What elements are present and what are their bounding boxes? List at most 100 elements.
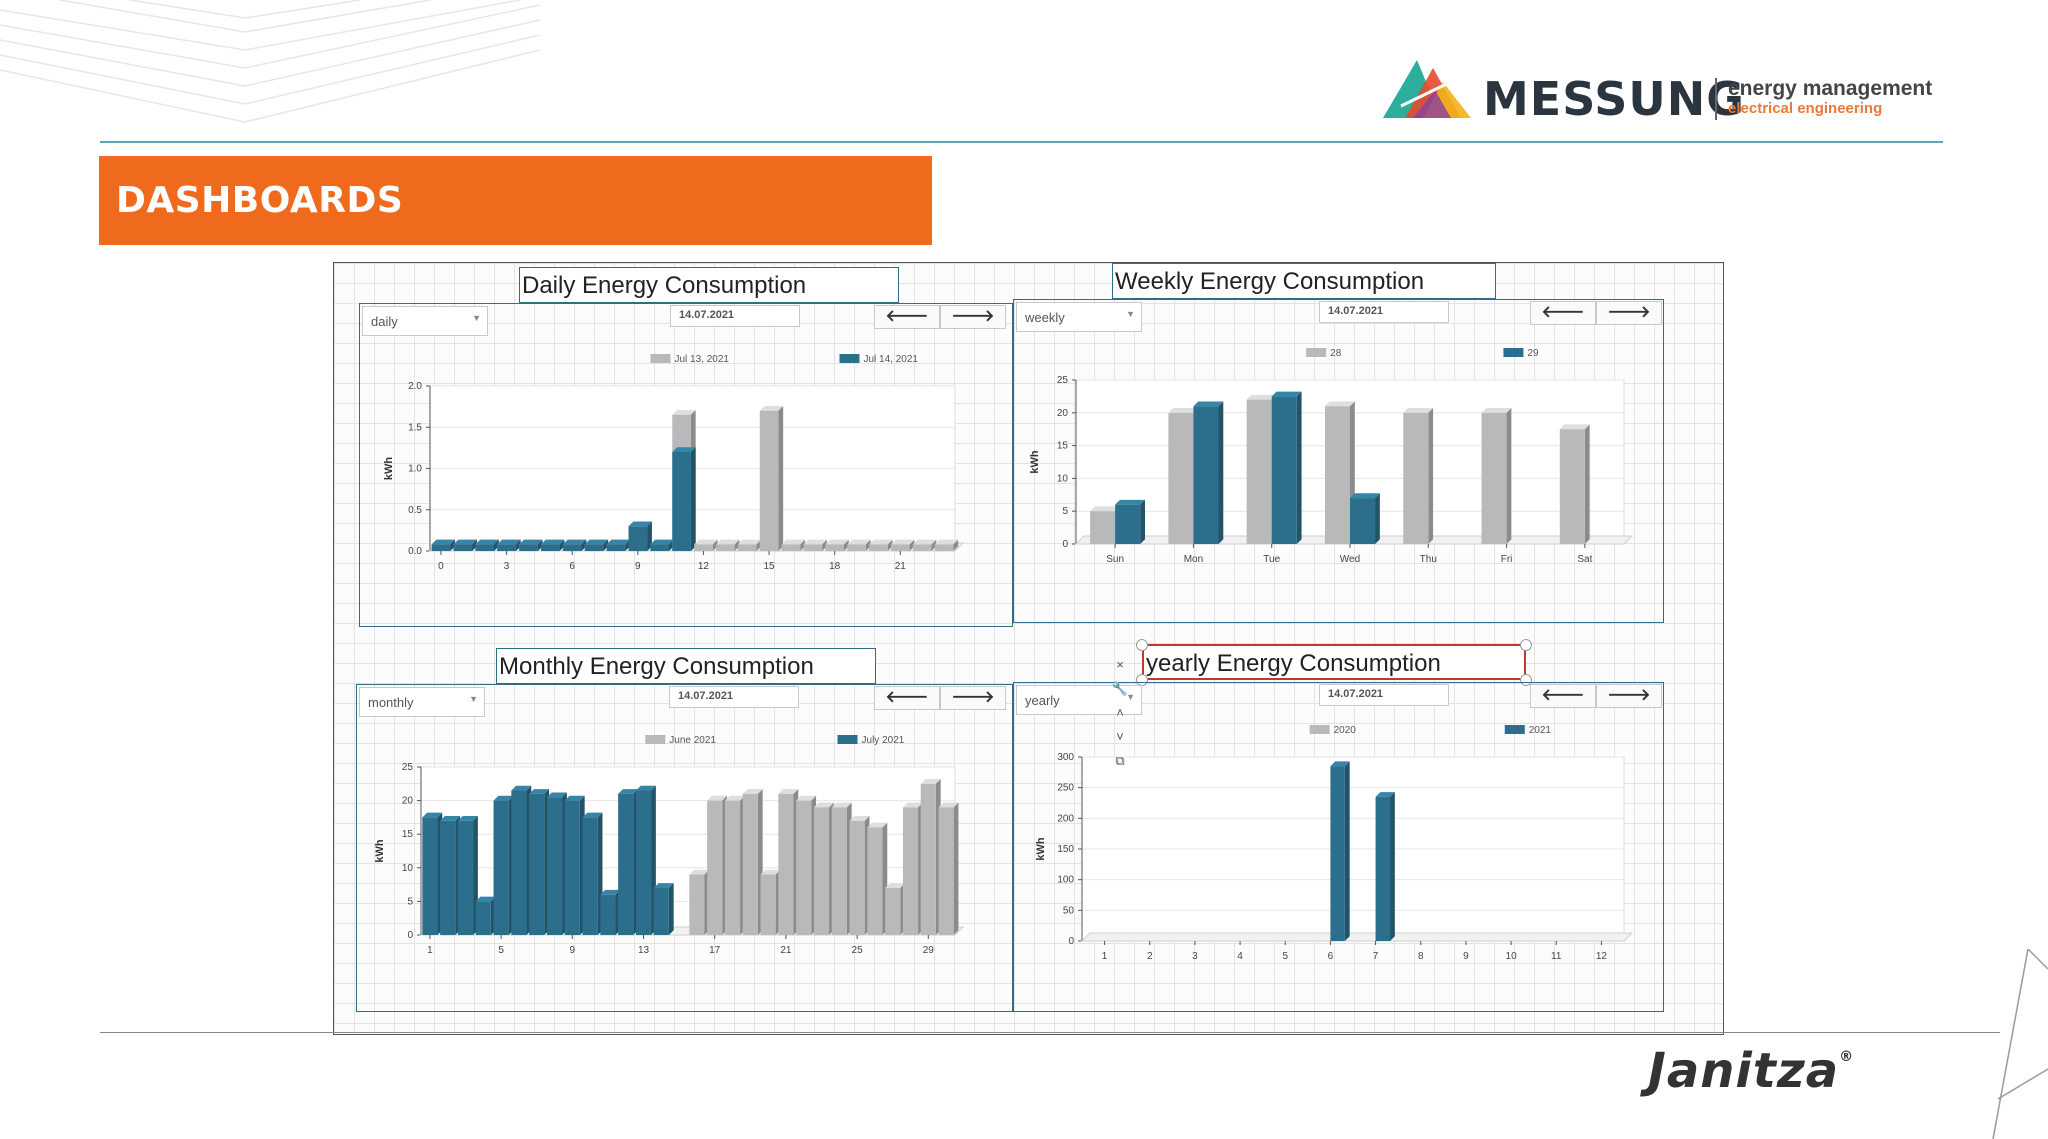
legend-label: 2021 — [1529, 725, 1552, 736]
monthly-period-select[interactable]: monthly ▼ — [359, 687, 485, 717]
bar-top — [803, 539, 827, 545]
y-axis-label: kWh — [383, 457, 395, 481]
weekly-date-value: 14.07.2021 — [1328, 305, 1384, 317]
bar-top — [891, 539, 915, 545]
daily-next-button[interactable]: 🡒 — [940, 305, 1006, 329]
bar — [849, 815, 870, 935]
yearly-prev-button[interactable]: 🡐 — [1530, 684, 1596, 708]
bar-front — [1403, 412, 1429, 544]
bar-front — [519, 544, 538, 551]
resize-handle[interactable] — [1520, 639, 1532, 651]
bar-front — [541, 544, 560, 551]
bar-front — [457, 820, 474, 935]
resize-handle[interactable] — [1136, 674, 1148, 686]
bar-top — [1350, 493, 1380, 499]
bar-front — [694, 544, 713, 551]
bar-top — [760, 869, 781, 875]
x-tick-label: 3 — [1192, 951, 1198, 962]
chevron-down-icon: ▼ — [472, 313, 481, 323]
weekly-next-button[interactable]: 🡒 — [1596, 301, 1662, 325]
weekly-chart: 0 5 10 15 20 25 kWh 28 29 Sun Mon Tue Wed Thu Fri Sat — [1029, 348, 1634, 565]
daily-prev-button[interactable]: 🡐 — [874, 305, 940, 329]
yearly-panel: yearly ▼ 14.07.2021 🡐 🡒 0 50 100 150 200 250 30… — [1013, 682, 1664, 1012]
bar-front — [511, 790, 527, 935]
bar — [562, 539, 587, 551]
yearly-title[interactable]: yearly Energy Consumption — [1142, 644, 1526, 680]
close-icon[interactable]: × — [1116, 657, 1124, 672]
bar-front — [1375, 796, 1391, 941]
monthly-date-field[interactable]: 14.07.2021 — [669, 686, 799, 708]
bar-front — [529, 793, 545, 935]
bar — [825, 539, 849, 551]
daily-title: Daily Energy Consumption — [519, 267, 899, 303]
chevron-up-icon[interactable]: ˄ — [1116, 705, 1124, 720]
messung-logo-mark — [1383, 60, 1471, 118]
bar-front — [635, 790, 652, 935]
resize-handle[interactable] — [1136, 639, 1148, 651]
x-tick-label: 1 — [427, 945, 433, 956]
monthly-prev-button[interactable]: 🡐 — [874, 686, 940, 710]
bar-front — [1246, 399, 1272, 544]
wrench-icon[interactable]: 🔧 — [1111, 681, 1129, 696]
bar-top — [606, 539, 631, 545]
yearly-date-field[interactable]: 14.07.2021 — [1319, 684, 1449, 706]
bar-front — [716, 544, 735, 551]
y-tick-label: 1.5 — [408, 422, 422, 433]
legend-swatch — [837, 735, 858, 744]
yearly-period-select[interactable]: yearly ▼ — [1016, 685, 1142, 715]
bar-front — [1090, 511, 1116, 544]
weekly-prev-button[interactable]: 🡐 — [1530, 301, 1596, 325]
bar-front — [891, 544, 910, 551]
bar-top — [912, 539, 937, 545]
y-tick-label: 25 — [402, 762, 414, 773]
bar-side — [931, 539, 937, 551]
y-tick-label: 0 — [407, 930, 413, 941]
bar — [618, 789, 639, 935]
daily-period-select[interactable]: daily ▼ — [362, 306, 488, 336]
bar-front — [497, 544, 516, 551]
y-tick-label: 0 — [1068, 936, 1074, 947]
resize-handle[interactable] — [1520, 674, 1532, 686]
bar-front — [912, 544, 932, 551]
arrow-left-icon: 🡐 — [885, 689, 929, 706]
bar — [885, 883, 906, 935]
bar-top — [431, 539, 456, 545]
bar — [582, 812, 603, 935]
bar-top — [1375, 792, 1395, 797]
yearly-next-button[interactable]: 🡒 — [1596, 684, 1662, 708]
copy-icon[interactable]: ⧉ — [1115, 753, 1125, 768]
monthly-next-button[interactable]: 🡒 — [940, 686, 1006, 710]
bar — [796, 795, 817, 935]
weekly-date-field[interactable]: 14.07.2021 — [1319, 301, 1449, 323]
chevron-down-icon[interactable]: ˅ — [1116, 729, 1124, 744]
bar-side — [581, 539, 587, 551]
bar-front — [440, 820, 456, 935]
bar-top — [475, 539, 499, 545]
bar-front — [653, 887, 669, 935]
weekly-period-value: weekly — [1025, 310, 1065, 325]
daily-date-field[interactable]: 14.07.2021 — [670, 305, 800, 327]
bar-top — [618, 789, 639, 794]
bar-top — [1168, 408, 1199, 413]
bar-top — [650, 539, 674, 545]
bar-top — [1481, 408, 1512, 413]
bar-side — [603, 539, 609, 551]
x-tick-label: 9 — [1463, 951, 1469, 962]
bar-side — [1140, 499, 1145, 544]
legend-label: Jul 14, 2021 — [864, 354, 919, 365]
chevron-down-icon: ▼ — [469, 694, 478, 704]
bar-top — [562, 539, 587, 545]
bar-side — [493, 539, 499, 551]
arrow-right-icon: 🡒 — [1607, 304, 1651, 321]
bar — [737, 539, 762, 551]
bar — [511, 785, 532, 935]
bar-side — [953, 539, 959, 551]
y-tick-label: 5 — [407, 896, 413, 907]
registered-mark: ® — [1839, 1049, 1855, 1065]
bar-top — [742, 789, 763, 794]
bar-front — [1350, 498, 1376, 544]
weekly-period-select[interactable]: weekly ▼ — [1016, 302, 1142, 332]
bar — [1193, 401, 1224, 544]
bar-side — [450, 539, 456, 551]
x-tick-label: 9 — [570, 945, 576, 956]
